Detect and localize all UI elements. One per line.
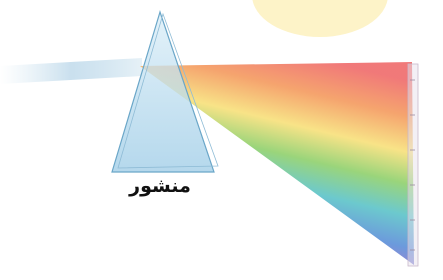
prism-label: منشور [128, 175, 191, 197]
light-glow [252, 0, 388, 37]
incident-beam [0, 58, 142, 84]
prism-diagram: منشور [0, 0, 443, 280]
screen [408, 64, 418, 266]
page: {"label": "منشور"} [0, 0, 443, 280]
